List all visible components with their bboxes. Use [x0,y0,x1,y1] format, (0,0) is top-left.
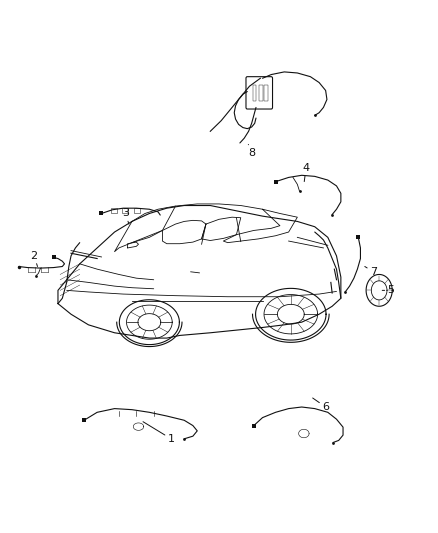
Text: 5: 5 [382,285,394,295]
Bar [253,85,256,101]
Bar [111,208,117,213]
FancyBboxPatch shape [246,77,272,109]
Text: 3: 3 [122,208,129,224]
Text: 4: 4 [303,164,310,182]
Text: 8: 8 [248,144,255,158]
Text: 2: 2 [31,251,38,266]
Bar [134,208,140,213]
Bar [258,85,262,101]
Text: 1: 1 [143,422,175,444]
Text: 7: 7 [365,266,377,277]
Bar [264,85,268,101]
Text: 6: 6 [313,398,329,412]
Bar [122,208,128,213]
